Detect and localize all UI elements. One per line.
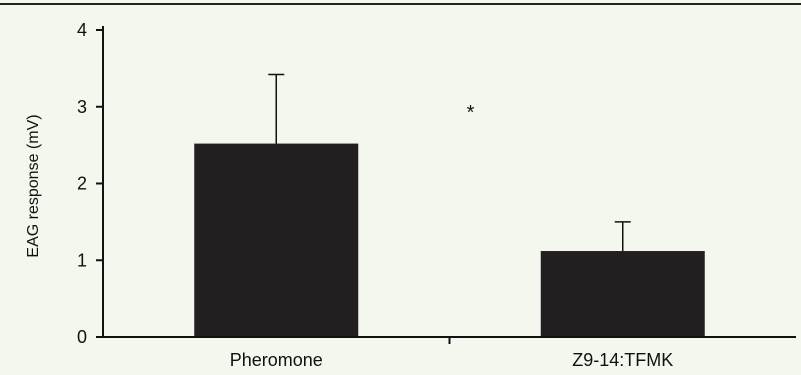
bar-1 [540,251,705,337]
x-ticks-group: Pheromone Z9-14:TFMK [230,337,673,370]
x-tick-label: Z9-14:TFMK [572,350,673,370]
y-tick-label: 4 [77,20,87,40]
bars-group [194,143,705,337]
y-tick-label: 1 [77,250,87,270]
x-tick-label: Pheromone [230,350,323,370]
bar-0 [194,143,359,337]
y-axis-title: EAG response (mV) [25,114,42,257]
error-bars-group [268,73,631,252]
y-tick-label: 3 [77,97,87,117]
y-tick-label: 0 [77,327,87,347]
y-ticks-group: 0 1 2 3 4 [77,20,103,347]
significance-marker: * [467,102,475,124]
y-tick-label: 2 [77,174,87,194]
